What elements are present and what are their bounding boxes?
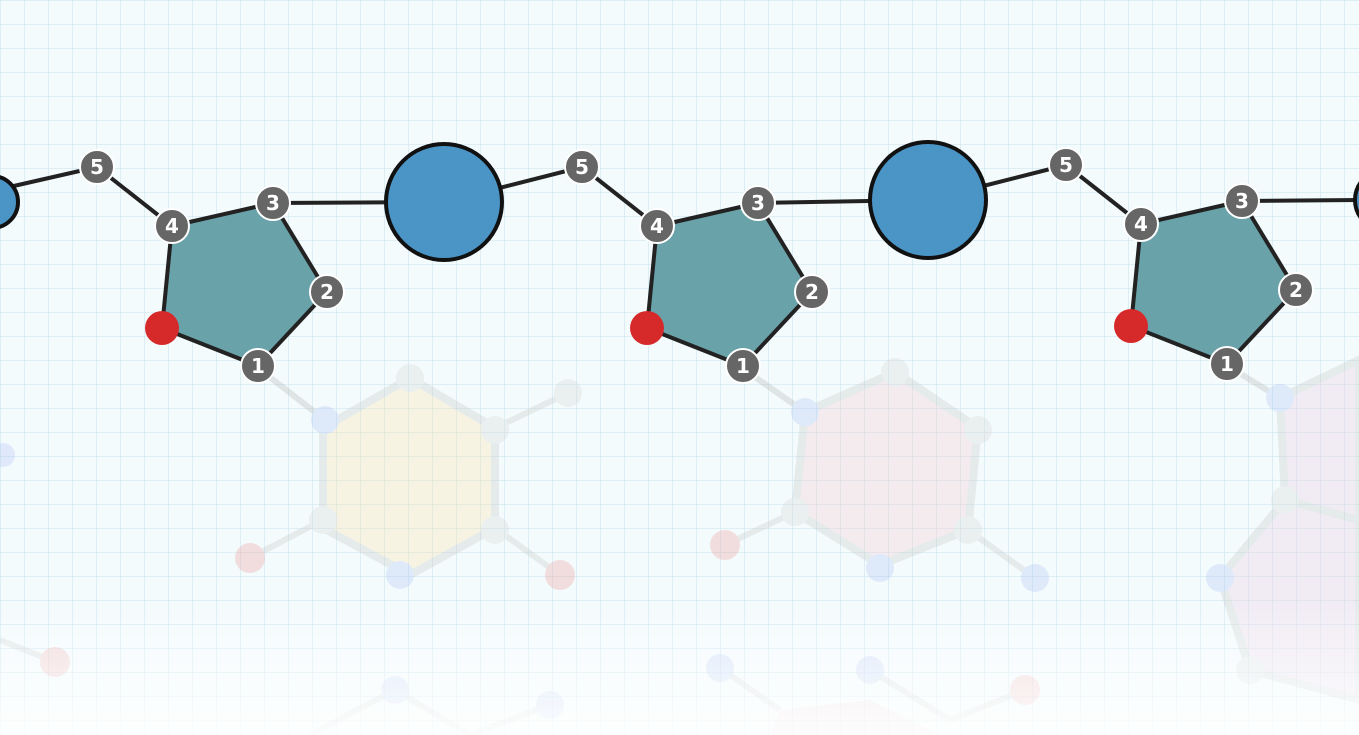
carbon-label-5: 5 — [1048, 147, 1084, 183]
svg-text:4: 4 — [165, 214, 179, 238]
phosphate-group-edge-right — [1353, 181, 1359, 219]
faded-base-1 — [235, 364, 582, 590]
nucleotide-sugar-1: 1 2 3 4 5 — [79, 149, 345, 384]
svg-text:5: 5 — [575, 155, 589, 179]
carbon-label-3: 3 — [740, 185, 776, 221]
carbon-label-2: 2 — [794, 274, 830, 310]
svg-text:5: 5 — [1059, 153, 1073, 177]
carbon-label-1: 1 — [725, 348, 761, 384]
carbon-label-4: 4 — [1123, 206, 1159, 242]
carbon-label-4: 4 — [154, 208, 190, 244]
carbon-label-5: 5 — [564, 149, 600, 185]
carbon-label-3: 3 — [255, 185, 291, 221]
svg-text:2: 2 — [320, 280, 334, 304]
faded-base-molecules — [0, 355, 1359, 735]
svg-text:3: 3 — [751, 191, 765, 215]
svg-text:1: 1 — [251, 354, 265, 378]
svg-text:2: 2 — [1289, 278, 1303, 302]
svg-text:5: 5 — [90, 155, 104, 179]
ring-oxygen-atom — [1114, 309, 1148, 343]
svg-text:4: 4 — [650, 214, 664, 238]
carbon-label-2: 2 — [309, 274, 345, 310]
carbon-label-1: 1 — [1209, 346, 1245, 382]
nucleotide-sugar-2: 1 2 3 4 5 — [564, 149, 830, 384]
phosphate-groups — [0, 140, 1359, 262]
carbon-label-2: 2 — [1278, 272, 1314, 308]
faded-base-2 — [710, 358, 1049, 592]
svg-text:4: 4 — [1134, 212, 1148, 236]
svg-text:2: 2 — [805, 280, 819, 304]
nucleotide-sugar-3: 1 2 3 4 5 — [1048, 147, 1314, 382]
carbon-label-1: 1 — [240, 348, 276, 384]
phosphate-group-edge-left — [0, 175, 20, 229]
carbon-label-3: 3 — [1224, 183, 1260, 219]
carbon-label-5: 5 — [79, 149, 115, 185]
carbon-label-4: 4 — [639, 208, 675, 244]
bottom-fade-overlay — [0, 600, 1359, 735]
phosphate-group — [868, 140, 988, 260]
svg-text:3: 3 — [1235, 189, 1249, 213]
ring-oxygen-atom — [145, 311, 179, 345]
phosphate-group — [384, 142, 504, 262]
svg-text:1: 1 — [1220, 352, 1234, 376]
svg-text:1: 1 — [736, 354, 750, 378]
svg-text:3: 3 — [266, 191, 280, 215]
ring-oxygen-atom — [630, 311, 664, 345]
